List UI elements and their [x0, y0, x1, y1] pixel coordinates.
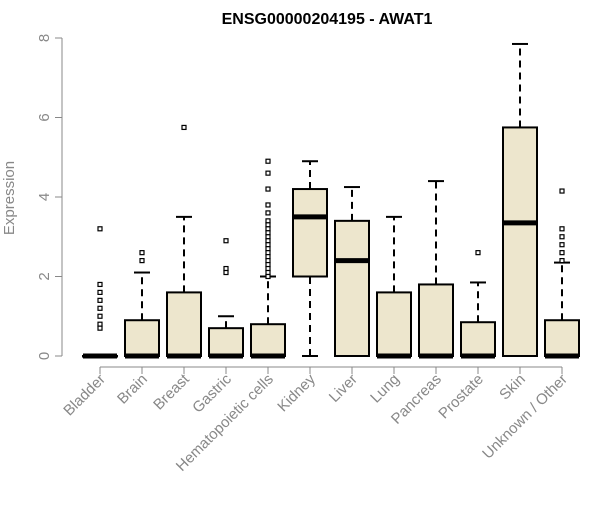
y-axis-label: Expression — [1, 161, 18, 235]
outlier-point — [139, 258, 145, 264]
category-label: Lung — [367, 371, 403, 407]
outlier-point — [559, 250, 565, 256]
outlier-point — [97, 289, 103, 295]
box-series — [82, 42, 580, 359]
chart-title: ENSG00000204195 - AWAT1 — [222, 11, 433, 28]
box-breast — [166, 124, 202, 359]
y-tick-label: 6 — [36, 113, 53, 121]
box-iqr — [460, 321, 496, 357]
category-label: Brain — [114, 371, 151, 408]
box-kidney — [292, 160, 328, 357]
box-iqr — [166, 291, 202, 357]
box-unknown-other — [544, 188, 580, 359]
box-iqr — [292, 188, 328, 278]
outlier-point — [559, 234, 565, 240]
box-liver — [334, 186, 370, 357]
category-label: Skin — [496, 371, 529, 404]
y-tick-label: 8 — [36, 34, 53, 42]
y-tick-label: 4 — [36, 193, 53, 201]
outlier-point — [97, 281, 103, 288]
box-iqr — [418, 283, 454, 358]
outlier-point — [97, 226, 103, 232]
outlier-point — [223, 238, 229, 244]
outlier-point — [97, 313, 103, 319]
outlier-point — [559, 226, 565, 232]
outlier-point — [265, 273, 271, 280]
outlier-point — [181, 124, 187, 131]
outlier-point — [97, 325, 103, 331]
category-label: Liver — [326, 371, 361, 406]
category-label: Prostate — [435, 371, 487, 423]
outlier-point — [139, 250, 145, 256]
outlier-point — [97, 297, 103, 303]
box-iqr — [124, 319, 160, 358]
category-label: Bladder — [60, 371, 109, 420]
outlier-point — [559, 258, 565, 264]
box-iqr — [544, 319, 580, 358]
box-prostate — [460, 250, 496, 359]
box-iqr — [334, 219, 370, 357]
box-lung — [376, 215, 412, 359]
outlier-point — [559, 188, 565, 194]
y-tick-label: 2 — [36, 272, 53, 280]
box-iqr — [250, 323, 286, 358]
box-iqr — [376, 291, 412, 357]
outlier-point — [265, 186, 271, 192]
box-pancreas — [418, 180, 454, 359]
outlier-point — [97, 305, 103, 311]
outlier-point — [223, 269, 229, 276]
outlier-point — [265, 210, 271, 216]
outlier-point — [265, 170, 271, 176]
outlier-point — [265, 202, 271, 208]
box-hematopoietic-cells — [250, 158, 286, 359]
outlier-point — [559, 242, 565, 248]
y-tick-label: 0 — [36, 352, 53, 360]
outlier-point — [265, 158, 271, 164]
outlier-point — [475, 250, 481, 256]
category-label: Kidney — [274, 370, 319, 415]
category-label: Breast — [150, 370, 193, 413]
box-gastric — [208, 238, 244, 359]
box-brain — [124, 250, 160, 359]
box-skin — [502, 42, 538, 357]
box-bladder — [82, 226, 118, 359]
box-iqr — [502, 126, 538, 357]
box-iqr — [208, 327, 244, 357]
y-axis: 0 2 4 6 8 — [36, 34, 63, 360]
